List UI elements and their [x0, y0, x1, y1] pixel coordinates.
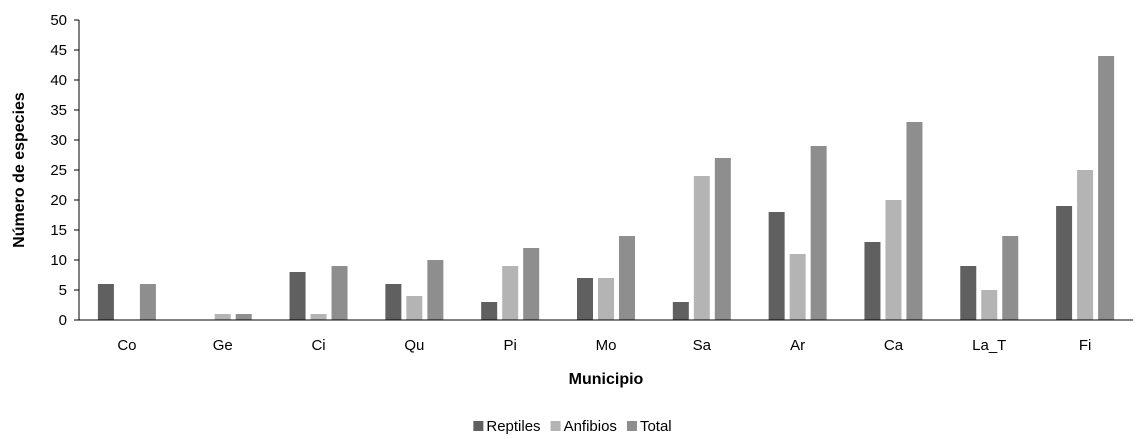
- legend-item-total: Total: [626, 418, 672, 435]
- y-tick-label: 15: [50, 222, 67, 239]
- y-tick-label: 10: [50, 252, 67, 269]
- legend-swatch: [473, 421, 484, 431]
- bar-total-fi: [1098, 56, 1115, 320]
- bar-reptiles-ca: [864, 242, 881, 320]
- bar-anfibios-ci: [310, 314, 327, 320]
- bar-total-ca: [906, 122, 923, 320]
- bar-total-sa: [714, 158, 731, 320]
- x-tick-label: Ge: [213, 337, 233, 354]
- bar-anfibios-mo: [598, 278, 614, 320]
- bars: [97, 56, 1115, 320]
- bar-total-co: [139, 284, 156, 320]
- bar-reptiles-pi: [481, 302, 498, 320]
- legend: Reptiles Anfibios Total: [473, 418, 672, 435]
- y-tick-label: 30: [50, 132, 67, 149]
- bar-total-la_t: [1002, 236, 1019, 320]
- bar-reptiles-qu: [385, 284, 402, 320]
- y-axis-ticks: 0 5 10 15 20 25 30 35 40 45 50: [50, 12, 79, 329]
- y-tick-label: 40: [50, 72, 67, 89]
- x-tick-label: Sa: [693, 337, 712, 354]
- x-axis-title: Municipio: [569, 371, 644, 388]
- legend-label: Reptiles: [486, 418, 540, 435]
- bar-reptiles-la_t: [960, 266, 977, 320]
- x-tick-label: Ar: [790, 337, 805, 354]
- bar-total-pi: [523, 248, 540, 320]
- bar-anfibios-ge: [214, 314, 231, 320]
- y-tick-label: 25: [50, 162, 67, 179]
- bar-reptiles-mo: [577, 278, 593, 320]
- bar-total-ar: [810, 146, 827, 320]
- y-tick-label: 35: [50, 102, 67, 119]
- x-tick-label: Qu: [404, 337, 424, 354]
- bar-anfibios-fi: [1077, 170, 1094, 320]
- bar-total-mo: [619, 236, 635, 320]
- x-tick-label: Pi: [504, 337, 517, 354]
- y-tick-label: 45: [50, 42, 67, 59]
- bar-reptiles-co: [97, 284, 114, 320]
- bar-anfibios-ca: [885, 200, 902, 320]
- y-tick-label: 50: [50, 12, 67, 29]
- bar-anfibios-pi: [502, 266, 519, 320]
- legend-label: Anfibios: [564, 418, 617, 435]
- x-tick-label: Ca: [884, 337, 904, 354]
- legend-swatch: [626, 421, 637, 431]
- legend-item-anfibios: Anfibios: [550, 418, 617, 435]
- y-tick-label: 5: [59, 282, 67, 299]
- y-axis-title: Número de especies: [11, 92, 28, 248]
- bar-total-qu: [427, 260, 444, 320]
- bar-reptiles-fi: [1056, 206, 1073, 320]
- y-tick-label: 20: [50, 192, 67, 209]
- legend-label: Total: [640, 418, 672, 435]
- bar-anfibios-ar: [789, 254, 806, 320]
- legend-swatch: [550, 421, 561, 431]
- bar-anfibios-la_t: [981, 290, 998, 320]
- bar-total-ci: [331, 266, 348, 320]
- bar-reptiles-ar: [768, 212, 785, 320]
- y-tick-label: 0: [59, 312, 67, 329]
- x-tick-label: Ci: [311, 337, 325, 354]
- bar-total-ge: [235, 314, 252, 320]
- x-tick-label: Mo: [596, 337, 617, 354]
- bar-anfibios-qu: [406, 296, 423, 320]
- bar-reptiles-sa: [672, 302, 689, 320]
- x-tick-label: La_T: [972, 337, 1006, 354]
- legend-item-reptiles: Reptiles: [473, 418, 541, 435]
- bar-anfibios-sa: [693, 176, 710, 320]
- x-tick-label: Fi: [1079, 337, 1092, 354]
- x-tick-label: Co: [117, 337, 136, 354]
- x-axis-ticks: Co Ge Ci Qu Pi Mo Sa Ar Ca La_T Fi: [117, 337, 1091, 354]
- bar-reptiles-ci: [289, 272, 306, 320]
